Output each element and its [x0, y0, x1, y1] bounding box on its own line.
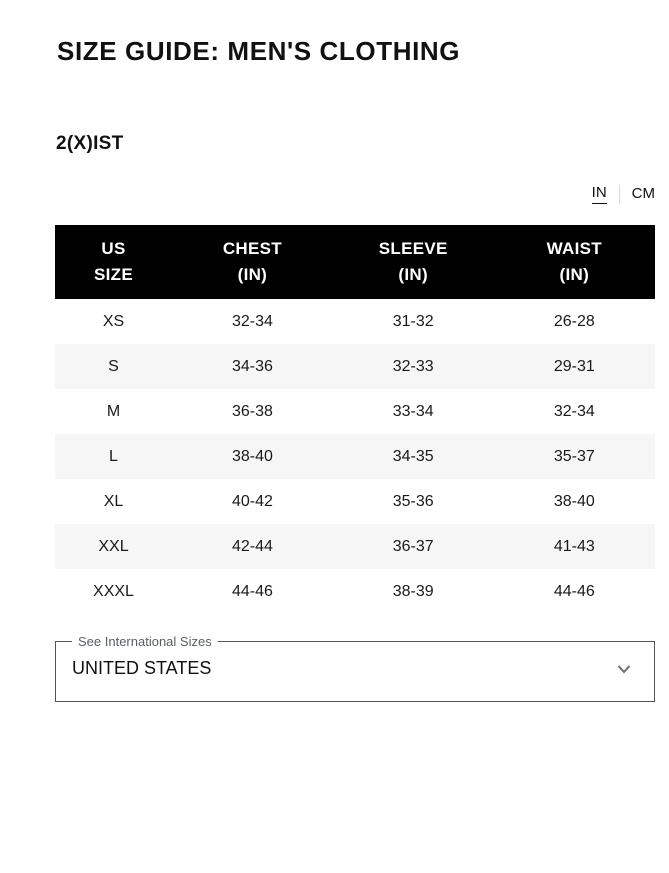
waist-cell: 26-28	[553, 312, 595, 330]
unit-cm-button[interactable]: CM	[631, 184, 655, 202]
unit-toggle-divider	[618, 184, 620, 204]
sleeve-cell: 36-37	[392, 537, 434, 555]
table-row: XXXL 44-46 38-39 44-46	[55, 569, 655, 614]
sleeve-cell: 32-33	[392, 357, 434, 375]
chest-cell: 32-34	[231, 312, 273, 330]
selected-country-value: UNITED STATES	[72, 658, 212, 678]
chest-cell: 44-46	[231, 582, 273, 600]
header-line: US	[101, 239, 126, 258]
column-header-sleeve: SLEEVE (IN)	[332, 225, 494, 299]
header-line: (IN)	[559, 265, 590, 284]
us-size-cell: S	[108, 357, 119, 375]
us-size-cell: M	[106, 402, 121, 420]
page-title: SIZE GUIDE: MEN'S CLOTHING	[57, 36, 461, 66]
chest-cell: 40-42	[231, 492, 273, 510]
brand-name: 2(X)IST	[56, 133, 124, 154]
table-row: XL 40-42 35-36 38-40	[55, 479, 655, 524]
us-size-cell: XS	[102, 312, 125, 330]
table-row: XS 32-34 31-32 26-28	[55, 299, 655, 344]
header-line: WAIST	[546, 239, 602, 258]
chest-cell: 34-36	[231, 357, 273, 375]
header-line: CHEST	[222, 239, 282, 258]
column-header-us-size: US SIZE	[55, 225, 172, 299]
table-row: M 36-38 33-34 32-34	[55, 389, 655, 434]
waist-cell: 38-40	[553, 492, 595, 510]
header-line: SIZE	[94, 265, 133, 284]
chevron-down-icon	[616, 661, 632, 677]
waist-cell: 41-43	[553, 537, 595, 555]
size-table: US SIZE CHEST (IN) SLEEVE (IN) WAIST (IN…	[55, 225, 655, 614]
chest-cell: 36-38	[231, 402, 273, 420]
size-table-header: US SIZE CHEST (IN) SLEEVE (IN) WAIST (IN…	[55, 225, 655, 299]
us-size-cell: XXXL	[93, 582, 134, 600]
chest-cell: 42-44	[231, 537, 273, 555]
sleeve-cell: 35-36	[392, 492, 434, 510]
select-row[interactable]: UNITED STATES	[70, 649, 640, 689]
table-row: XXL 42-44 36-37 41-43	[55, 524, 655, 569]
us-size-cell: L	[109, 447, 118, 465]
us-size-cell: XL	[103, 492, 124, 510]
us-size-cell: XXL	[98, 537, 129, 555]
waist-cell: 35-37	[553, 447, 595, 465]
column-header-waist: WAIST (IN)	[493, 225, 655, 299]
sleeve-cell: 38-39	[392, 582, 434, 600]
table-row: S 34-36 32-33 29-31	[55, 344, 655, 389]
unit-toggle: IN CM	[55, 184, 655, 204]
chest-cell: 38-40	[231, 447, 273, 465]
waist-cell: 44-46	[553, 582, 595, 600]
table-row: L 38-40 34-35 35-37	[55, 434, 655, 479]
header-line: SLEEVE	[378, 239, 448, 258]
sleeve-cell: 31-32	[392, 312, 434, 330]
unit-in-button[interactable]: IN	[591, 184, 607, 204]
header-row: US SIZE CHEST (IN) SLEEVE (IN) WAIST (IN…	[55, 225, 655, 299]
header-line: (IN)	[398, 265, 428, 284]
size-table-body: XS 32-34 31-32 26-28 S 34-36 32-33 29-31…	[55, 299, 655, 614]
waist-cell: 32-34	[553, 402, 595, 420]
international-sizes-select[interactable]: See International Sizes UNITED STATES	[55, 634, 655, 702]
column-header-chest: CHEST (IN)	[172, 225, 333, 299]
sleeve-cell: 34-35	[392, 447, 434, 465]
sleeve-cell: 33-34	[392, 402, 434, 420]
header-line: (IN)	[237, 265, 268, 284]
waist-cell: 29-31	[553, 357, 595, 375]
international-sizes-label: See International Sizes	[78, 634, 212, 649]
